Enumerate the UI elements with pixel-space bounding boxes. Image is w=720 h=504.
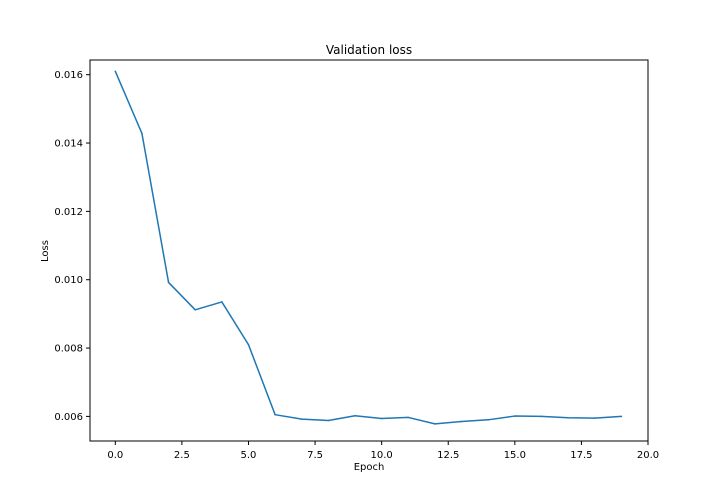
x-tick-label: 10.0 <box>371 450 393 461</box>
data-point <box>487 419 489 421</box>
x-tick-label: 12.5 <box>437 450 459 461</box>
series-layer <box>114 70 623 425</box>
x-tick-label: 7.5 <box>307 450 323 461</box>
data-point <box>354 414 356 417</box>
x-axis-label: Epoch <box>354 462 385 473</box>
x-tick-label: 20.0 <box>637 450 659 461</box>
chart-title: Validation loss <box>326 43 412 57</box>
data-point <box>434 423 436 425</box>
data-point <box>247 343 250 346</box>
series-line <box>114 70 622 425</box>
data-point <box>167 281 170 284</box>
y-tick-label: 0.014 <box>54 139 83 150</box>
y-tick-label: 0.016 <box>54 70 83 81</box>
data-point <box>593 417 596 419</box>
x-axis: 0.0 2.5 5.0 7.5 10.0 12.5 15.0 17.5 20.0 <box>107 441 659 461</box>
data-point <box>221 301 223 303</box>
y-axis: 0.006 0.008 0.010 0.012 0.014 0.016 <box>54 70 90 423</box>
data-point <box>327 419 330 422</box>
data-point <box>407 416 410 419</box>
data-point <box>194 308 197 311</box>
x-tick-label: 5.0 <box>241 450 257 461</box>
data-point <box>460 420 463 423</box>
plot-area-frame <box>89 59 649 442</box>
x-tick-label: 15.0 <box>504 450 526 461</box>
data-point <box>300 418 303 420</box>
y-tick-label: 0.008 <box>54 344 83 355</box>
data-point <box>620 415 623 418</box>
y-tick-label: 0.006 <box>54 412 83 423</box>
x-tick-label: 2.5 <box>174 450 190 461</box>
data-point <box>274 413 276 416</box>
y-tick-label: 0.012 <box>54 207 83 218</box>
data-point <box>567 416 569 419</box>
y-tick-label: 0.010 <box>54 275 83 286</box>
data-point <box>514 415 516 417</box>
data-point <box>540 415 543 418</box>
x-tick-label: 17.5 <box>570 450 592 461</box>
data-point <box>141 132 143 135</box>
y-axis-label: Loss <box>40 240 51 262</box>
x-tick-label: 0.0 <box>107 450 123 461</box>
data-point <box>114 70 117 73</box>
data-point <box>380 417 383 420</box>
